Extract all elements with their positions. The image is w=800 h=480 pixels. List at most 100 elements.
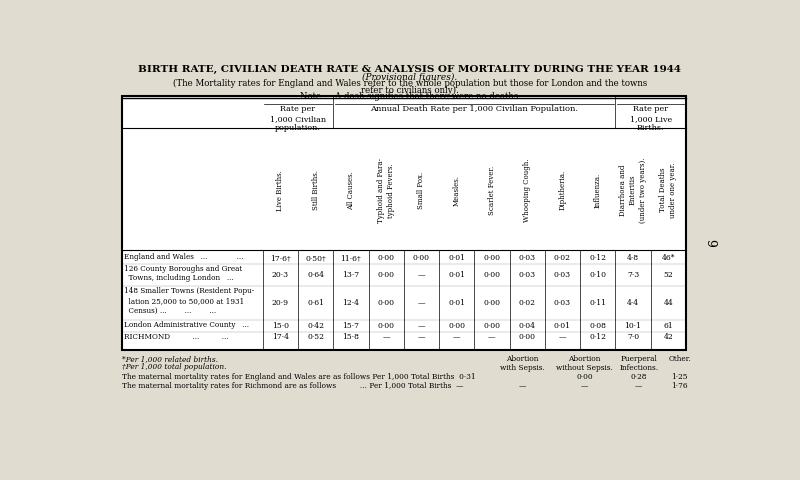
Text: 52: 52: [663, 271, 673, 278]
Text: Towns, including London   ...: Towns, including London ...: [124, 274, 234, 282]
Text: 0·64: 0·64: [307, 271, 324, 278]
Text: The maternal mortality rates for England and Wales are as follows Per 1,000 Tota: The maternal mortality rates for England…: [122, 372, 475, 380]
Bar: [122, 97, 686, 350]
Text: 42: 42: [663, 333, 673, 341]
Text: 0·08: 0·08: [590, 322, 606, 329]
Text: 9: 9: [703, 239, 717, 247]
Text: †Per 1,000 total population.: †Per 1,000 total population.: [122, 363, 226, 371]
Text: 0·00: 0·00: [483, 322, 501, 329]
Text: 0·01: 0·01: [448, 299, 465, 307]
Text: —: —: [635, 381, 642, 389]
Text: lation 25,000 to 50,000 at 1931: lation 25,000 to 50,000 at 1931: [124, 296, 244, 304]
Text: 15·7: 15·7: [342, 322, 359, 329]
Text: 0·04: 0·04: [518, 322, 536, 329]
Text: 0·01: 0·01: [448, 253, 465, 262]
Text: 17·6†: 17·6†: [270, 253, 290, 262]
Text: Note :   A dash signifies that there were no deaths.: Note : A dash signifies that there were …: [299, 92, 521, 101]
Text: 0·00: 0·00: [483, 271, 501, 278]
Text: Measles.: Measles.: [453, 174, 461, 205]
Text: 0·28: 0·28: [630, 372, 647, 380]
Text: 11·6†: 11·6†: [341, 253, 362, 262]
Text: (Provisional figures).: (Provisional figures).: [362, 73, 458, 82]
Text: Still Births.: Still Births.: [312, 170, 320, 210]
Text: Diphtheria.: Diphtheria.: [558, 170, 566, 210]
Text: Scarlet Fever.: Scarlet Fever.: [488, 165, 496, 215]
Text: 4·4: 4·4: [627, 299, 639, 307]
Text: Puerperal
Infections.: Puerperal Infections.: [619, 354, 658, 372]
Text: Abortion
without Sepsis.: Abortion without Sepsis.: [556, 354, 613, 372]
Text: Annual Death Rate per 1,000 Civilian Population.: Annual Death Rate per 1,000 Civilian Pop…: [370, 105, 578, 113]
Text: —: —: [518, 381, 526, 389]
Text: 0·00: 0·00: [378, 322, 394, 329]
Text: 0·00: 0·00: [378, 299, 394, 307]
Text: 17·4: 17·4: [272, 333, 289, 341]
Text: —: —: [488, 333, 496, 341]
Text: 0·03: 0·03: [554, 299, 571, 307]
Text: —: —: [418, 271, 426, 278]
Text: 0·11: 0·11: [590, 299, 606, 307]
Text: 0·61: 0·61: [307, 299, 324, 307]
Bar: [122, 97, 686, 350]
Text: All Causes.: All Causes.: [347, 170, 355, 209]
Text: 0·03: 0·03: [518, 271, 536, 278]
Text: Live Births.: Live Births.: [276, 169, 284, 210]
Text: 0·42: 0·42: [307, 322, 324, 329]
Text: 0·50†: 0·50†: [306, 253, 326, 262]
Text: 20·3: 20·3: [272, 271, 289, 278]
Text: 0·00: 0·00: [413, 253, 430, 262]
Text: 44: 44: [663, 299, 673, 307]
Text: 0·01: 0·01: [448, 271, 465, 278]
Text: 61: 61: [663, 322, 673, 329]
Text: —: —: [581, 381, 588, 389]
Text: 4·8: 4·8: [627, 253, 639, 262]
Text: 0·12: 0·12: [590, 333, 606, 341]
Text: London Administrative County   ...: London Administrative County ...: [124, 321, 249, 328]
Text: Abortion
with Sepsis.: Abortion with Sepsis.: [500, 354, 545, 372]
Text: *Per 1,000 related births.: *Per 1,000 related births.: [122, 354, 218, 362]
Text: 0·03: 0·03: [518, 253, 536, 262]
Text: 0·52: 0·52: [307, 333, 324, 341]
Text: Small Pox.: Small Pox.: [418, 171, 426, 208]
Text: 0·03: 0·03: [554, 271, 571, 278]
Text: —: —: [382, 333, 390, 341]
Text: 0·12: 0·12: [590, 253, 606, 262]
Text: —: —: [418, 322, 426, 329]
Text: BIRTH RATE, CIVILIAN DEATH RATE & ANALYSIS OF MORTALITY DURING THE YEAR 1944: BIRTH RATE, CIVILIAN DEATH RATE & ANALYS…: [138, 65, 682, 74]
Text: refer to civilians only).: refer to civilians only).: [361, 85, 459, 95]
Text: The maternal mortality rates for Richmond are as follows          ... Per 1,000 : The maternal mortality rates for Richmon…: [122, 381, 463, 389]
Text: 0·00: 0·00: [378, 253, 394, 262]
Text: RICHMOND          ...          ...: RICHMOND ... ...: [124, 332, 229, 340]
Text: Rate per
1,000 Civilian
population.: Rate per 1,000 Civilian population.: [270, 105, 326, 132]
Text: 0·00: 0·00: [483, 253, 501, 262]
Text: 20·9: 20·9: [272, 299, 289, 307]
Text: 126 County Boroughs and Great: 126 County Boroughs and Great: [124, 264, 242, 272]
Text: 1·25: 1·25: [671, 372, 688, 380]
Text: England and Wales   ...             ...: England and Wales ... ...: [124, 253, 243, 261]
Text: 0·10: 0·10: [590, 271, 606, 278]
Text: 1·76: 1·76: [671, 381, 688, 389]
Text: 15·8: 15·8: [342, 333, 359, 341]
Text: Influenza.: Influenza.: [594, 172, 602, 207]
Text: 13·7: 13·7: [342, 271, 359, 278]
Text: Census) ...        ...        ...: Census) ... ... ...: [124, 306, 216, 314]
Text: —: —: [453, 333, 461, 341]
Text: —: —: [418, 299, 426, 307]
Text: 15·0: 15·0: [272, 322, 289, 329]
Text: Whooping Cough.: Whooping Cough.: [523, 158, 531, 221]
Text: —: —: [558, 333, 566, 341]
Text: 0·00: 0·00: [576, 372, 593, 380]
Text: 0·00: 0·00: [448, 322, 465, 329]
Text: (The Mortality rates for England and Wales refer to the whole population but tho: (The Mortality rates for England and Wal…: [173, 79, 647, 88]
Text: 7·3: 7·3: [627, 271, 639, 278]
Text: Diarrhoea and
Enteritis
(under two years).: Diarrhoea and Enteritis (under two years…: [619, 157, 647, 222]
Text: Other.: Other.: [668, 354, 691, 362]
Text: 0·00: 0·00: [483, 299, 501, 307]
Text: 46*: 46*: [662, 253, 675, 262]
Text: 0·00: 0·00: [518, 333, 536, 341]
Text: 0·00: 0·00: [378, 271, 394, 278]
Text: 12·4: 12·4: [342, 299, 359, 307]
Text: 10·1: 10·1: [625, 322, 642, 329]
Text: Typhoid and Para-
typhoid Fevers.: Typhoid and Para- typhoid Fevers.: [378, 157, 395, 222]
Text: 0·02: 0·02: [554, 253, 571, 262]
Text: 7·0: 7·0: [627, 333, 639, 341]
